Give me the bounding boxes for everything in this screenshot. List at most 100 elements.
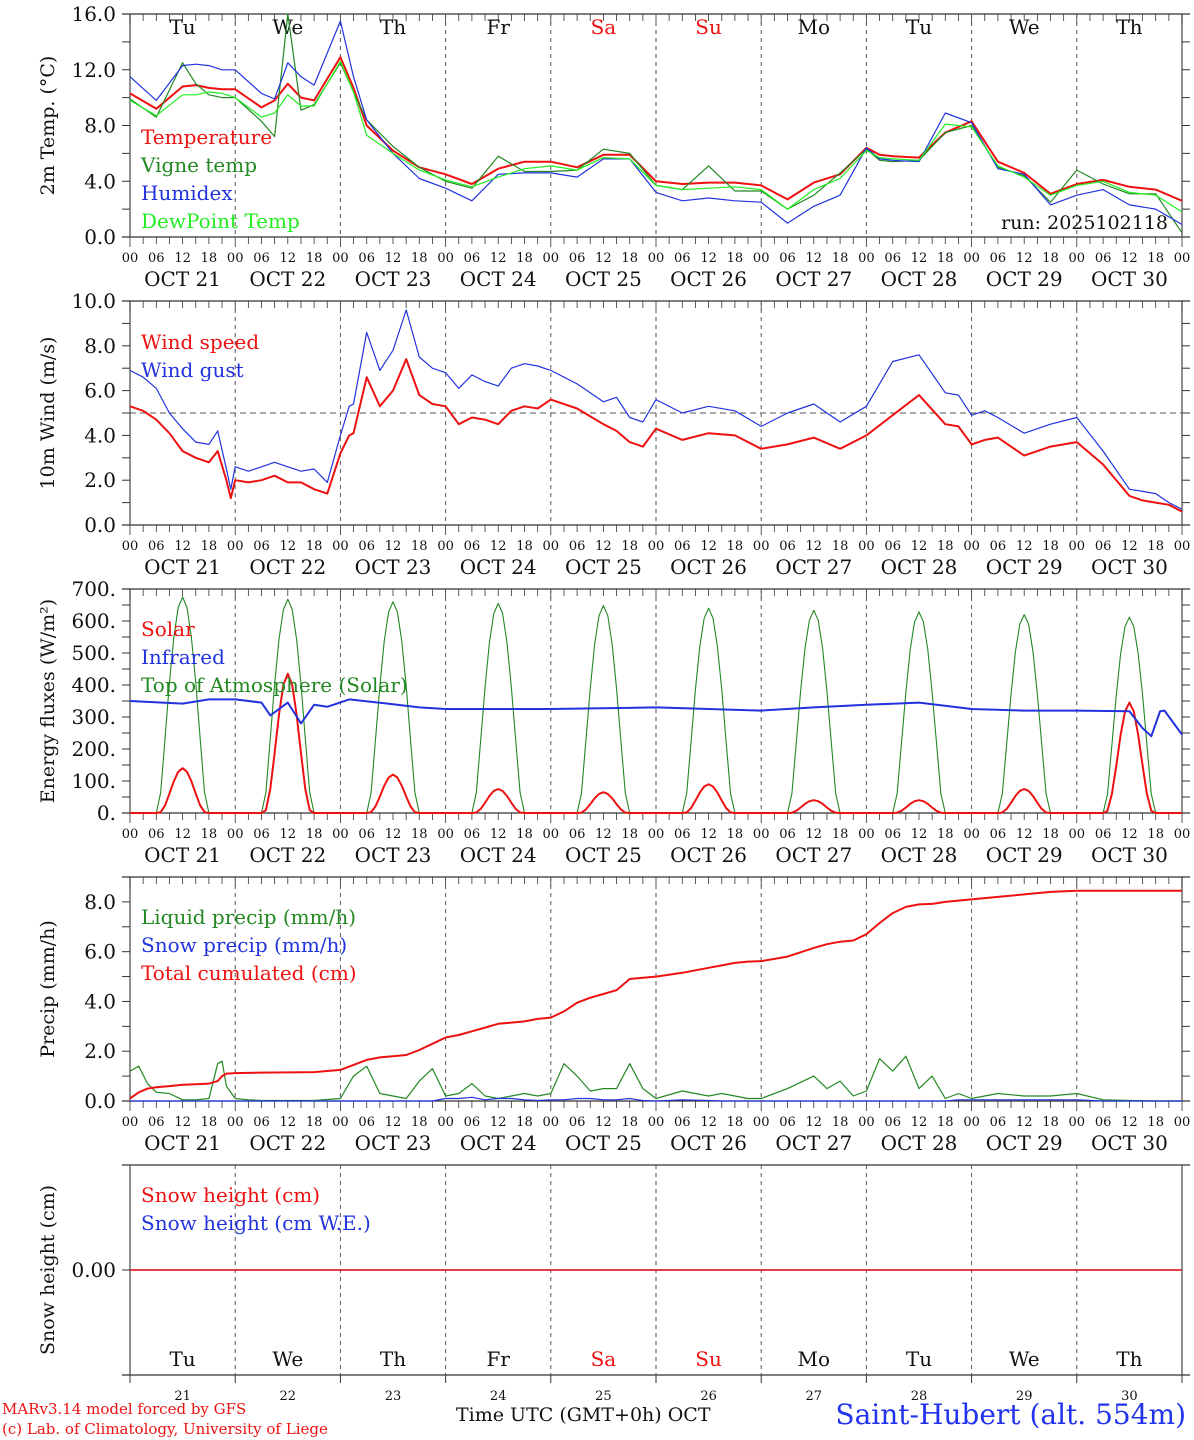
hour-tick-label: 00 [963, 827, 980, 842]
date-label: OCT 27 [775, 267, 852, 291]
hour-tick-label: 06 [253, 251, 270, 266]
hour-tick-label: 06 [358, 251, 375, 266]
hour-tick-label: 12 [174, 251, 191, 266]
hour-tick-label: 00 [753, 1115, 770, 1130]
hour-tick-label: 06 [990, 251, 1007, 266]
y-tick-label: 8.0 [84, 334, 116, 358]
hour-tick-label: 06 [990, 539, 1007, 554]
hour-tick-label: 00 [227, 1115, 244, 1130]
y-tick-label: 200. [71, 737, 116, 761]
hour-tick-label: 12 [806, 827, 823, 842]
hour-tick-label: 18 [201, 1115, 218, 1130]
hour-tick-label: 18 [937, 1115, 954, 1130]
hour-tick-label: 12 [1121, 539, 1138, 554]
legend-entry: Infrared [141, 645, 225, 669]
hour-tick-label: 18 [306, 827, 323, 842]
hour-tick-label: 12 [1016, 827, 1033, 842]
legend-entry: Wind speed [141, 330, 259, 354]
hour-tick-label: 00 [1174, 539, 1191, 554]
hour-tick-label: 00 [437, 251, 454, 266]
hour-tick-label: 00 [753, 251, 770, 266]
hour-tick-label: 12 [595, 539, 612, 554]
hour-tick-label: 06 [674, 1115, 691, 1130]
hour-tick-label: 06 [464, 539, 481, 554]
hour-tick-label: 12 [280, 827, 297, 842]
hour-tick-label: 06 [1095, 1115, 1112, 1130]
hour-tick-label: 06 [569, 251, 586, 266]
date-label: OCT 28 [881, 267, 958, 291]
hour-tick-label: 06 [148, 1115, 165, 1130]
date-label: OCT 30 [1091, 555, 1168, 579]
y-tick-label: 10.0 [71, 289, 116, 313]
legend-entry: Top of Atmosphere (Solar) [141, 673, 408, 697]
hour-tick-label: 12 [911, 251, 928, 266]
series-line-solar [130, 672, 1182, 814]
date-label: OCT 25 [565, 555, 642, 579]
hour-tick-label: 06 [464, 1115, 481, 1130]
y-axis-label: Energy fluxes (W/m²) [37, 599, 59, 803]
hour-tick-label: 12 [1016, 1115, 1033, 1130]
hour-tick-label: 18 [1147, 827, 1164, 842]
y-tick-label: 600. [71, 609, 116, 633]
y-tick-label: 400. [71, 673, 116, 697]
date-label: OCT 23 [355, 555, 432, 579]
date-label: OCT 22 [249, 267, 326, 291]
hour-tick-label: 00 [122, 827, 139, 842]
hour-tick-label: 00 [543, 251, 560, 266]
date-label: OCT 22 [249, 1131, 326, 1155]
x-axis-title: Time UTC (GMT+0h) OCT [456, 1404, 711, 1426]
weekday-label: Th [380, 15, 406, 39]
y-tick-label: 0.0 [84, 1089, 116, 1113]
hour-tick-label: 00 [122, 251, 139, 266]
hour-tick-label: 06 [884, 1115, 901, 1130]
hour-tick-label: 06 [990, 1115, 1007, 1130]
hour-tick-label: 18 [516, 1115, 533, 1130]
hour-tick-label: 12 [385, 539, 402, 554]
hour-tick-label: 18 [516, 827, 533, 842]
hour-tick-label: 12 [280, 539, 297, 554]
y-tick-label: 8.0 [84, 890, 116, 914]
legend-entry: Total cumulated (cm) [141, 961, 357, 985]
hour-tick-label: 06 [464, 251, 481, 266]
hour-tick-label: 12 [911, 827, 928, 842]
hour-tick-label: 00 [753, 827, 770, 842]
hour-tick-label: 06 [358, 827, 375, 842]
hour-tick-label: 06 [148, 251, 165, 266]
y-tick-label: 700. [71, 577, 116, 601]
hour-tick-label: 00 [543, 1115, 560, 1130]
hour-tick-label: 18 [727, 827, 744, 842]
hour-tick-label: 00 [332, 539, 349, 554]
hour-tick-label: 18 [411, 251, 428, 266]
y-tick-label: 2.0 [84, 1039, 116, 1063]
legend-entry: Liquid precip (mm/h) [141, 905, 356, 929]
hour-tick-label: 12 [806, 539, 823, 554]
hour-tick-label: 12 [595, 827, 612, 842]
legend-entry: Solar [141, 617, 195, 641]
hour-tick-label: 06 [674, 539, 691, 554]
hour-tick-label: 00 [963, 1115, 980, 1130]
series-line-total-cumulated-cm- [129, 889, 1182, 1100]
legend-entry: DewPoint Temp [141, 209, 300, 233]
hour-tick-label: 12 [1121, 1115, 1138, 1130]
weekday-label: We [1009, 15, 1040, 39]
hour-tick-label: 00 [332, 827, 349, 842]
y-tick-label: 500. [71, 641, 116, 665]
hour-tick-label: 12 [700, 827, 717, 842]
hour-tick-label: 18 [306, 1115, 323, 1130]
hour-tick-label: 18 [201, 827, 218, 842]
hour-tick-label: 18 [306, 539, 323, 554]
date-label: OCT 21 [144, 843, 221, 867]
weekday-label: Fr [486, 15, 510, 39]
hour-tick-label: 18 [832, 1115, 849, 1130]
day-number-label: 23 [385, 1389, 402, 1404]
hour-tick-label: 18 [1042, 1115, 1059, 1130]
hour-tick-label: 00 [648, 827, 665, 842]
y-tick-label: 6.0 [84, 940, 116, 964]
hour-tick-label: 12 [700, 1115, 717, 1130]
hour-tick-label: 18 [832, 539, 849, 554]
hour-tick-label: 06 [1095, 539, 1112, 554]
hour-tick-label: 00 [227, 539, 244, 554]
hour-tick-label: 18 [201, 539, 218, 554]
hour-tick-label: 12 [700, 539, 717, 554]
date-label: OCT 29 [986, 555, 1063, 579]
